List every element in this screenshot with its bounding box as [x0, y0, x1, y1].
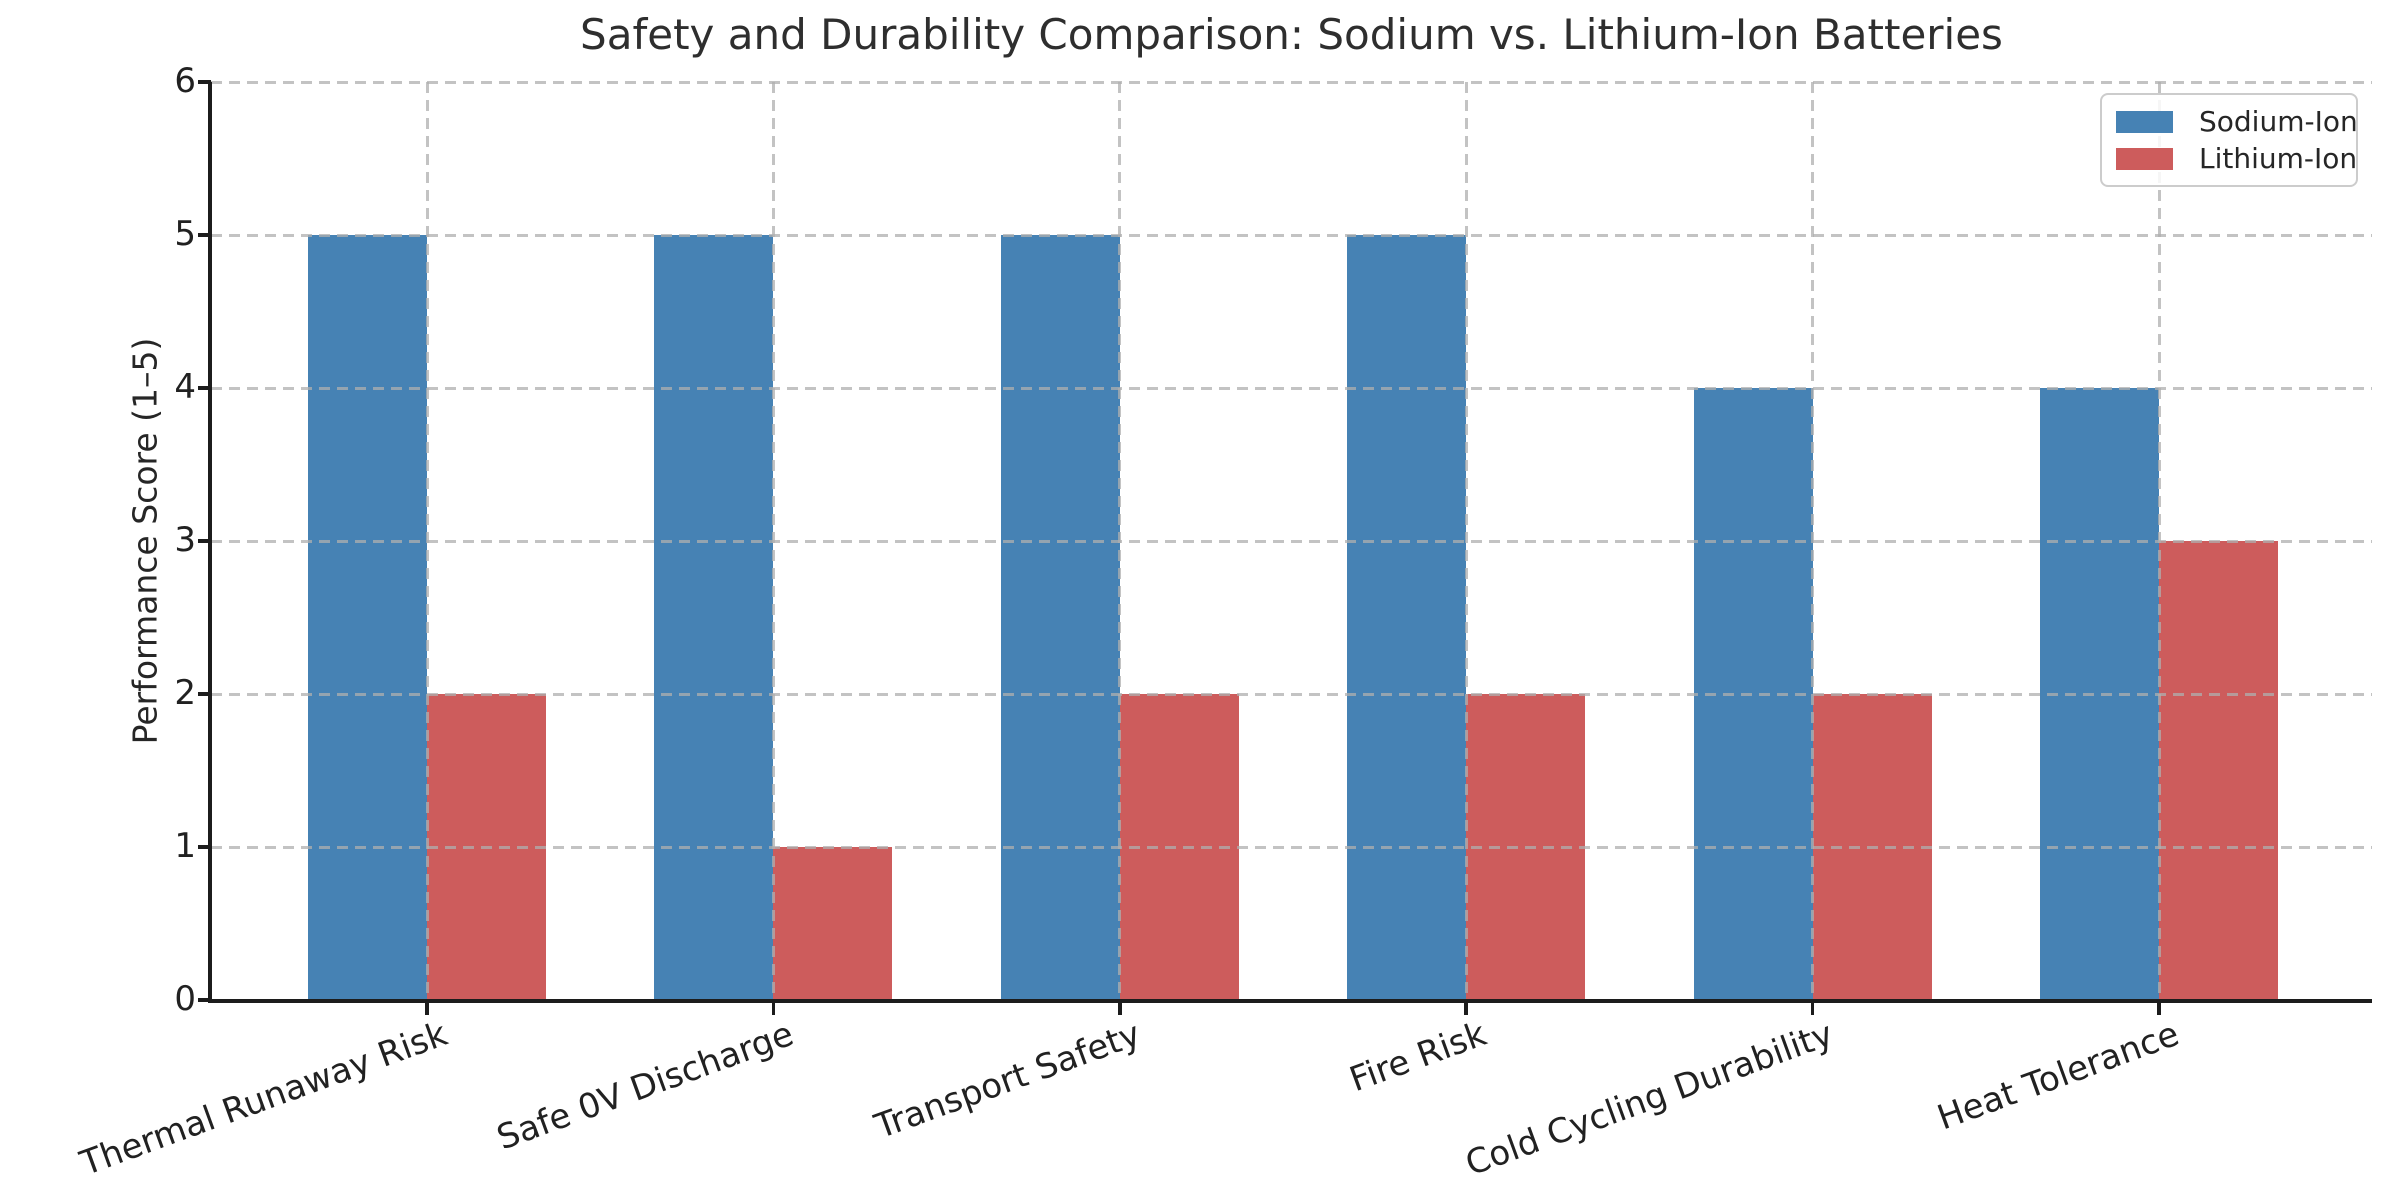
plot-area: [208, 80, 2372, 1003]
bar-lithium-ion-transport-safety: [1119, 694, 1239, 1000]
y-tick-mark-3: [198, 539, 211, 543]
x-tick-mark-thermal-runaway-risk: [425, 1002, 429, 1015]
y-tick-label-2: 2: [174, 673, 196, 713]
x-tick-label-cold-cycling-durability: Cold Cycling Durability: [1460, 1014, 1839, 1185]
y-tick-label-0: 0: [174, 979, 196, 1019]
x-tick-label-fire-risk: Fire Risk: [1344, 1014, 1492, 1101]
y-axis-spine: [208, 82, 212, 1003]
x-tick-label-safe-0v-discharge: Safe 0V Discharge: [492, 1014, 800, 1159]
bar-lithium-ion-heat-tolerance: [2159, 541, 2278, 1000]
y-tick-label-4: 4: [174, 367, 196, 407]
bar-sodium-ion-fire-risk: [1347, 235, 1467, 1000]
x-tick-mark-safe-0v-discharge: [771, 1002, 776, 1015]
y-tick-label-3: 3: [174, 520, 196, 560]
bar-lithium-ion-thermal-runaway-risk: [427, 694, 546, 1000]
y-tick-mark-4: [198, 386, 211, 390]
legend-row-lithium-ion: Lithium-Ion: [2116, 142, 2357, 175]
chart-title: Safety and Durability Comparison: Sodium…: [580, 10, 2003, 59]
y-tick-mark-0: [198, 998, 211, 1002]
bars-layer: [211, 82, 2372, 1000]
y-tick-mark-5: [198, 233, 211, 237]
legend-label-sodium-ion: Sodium-Ion: [2199, 105, 2358, 138]
bar-sodium-ion-transport-safety: [1000, 235, 1120, 1000]
legend: Sodium-Ion Lithium-Ion: [2100, 93, 2358, 187]
x-tick-label-transport-safety: Transport Safety: [869, 1014, 1146, 1148]
x-tick-mark-transport-safety: [1118, 1002, 1122, 1015]
x-tick-mark-heat-tolerance: [2157, 1002, 2161, 1015]
legend-row-sodium-ion: Sodium-Ion: [2116, 105, 2358, 138]
x-tick-label-heat-tolerance: Heat Tolerance: [1932, 1014, 2185, 1139]
bar-lithium-ion-safe-0v-discharge: [773, 847, 893, 1000]
bar-sodium-ion-thermal-runaway-risk: [308, 235, 427, 1000]
bar-lithium-ion-cold-cycling-durability: [1812, 694, 1932, 1000]
bar-sodium-ion-heat-tolerance: [2040, 388, 2159, 1000]
x-tick-mark-fire-risk: [1464, 1002, 1468, 1015]
legend-swatch-sodium-ion: [2116, 110, 2173, 133]
y-tick-mark-1: [198, 845, 211, 849]
y-tick-label-6: 6: [174, 61, 196, 101]
bar-sodium-ion-cold-cycling-durability: [1693, 388, 1813, 1000]
x-tick-mark-cold-cycling-durability: [1810, 1002, 1815, 1015]
y-tick-label-1: 1: [174, 826, 196, 866]
y-tick-mark-2: [198, 692, 211, 696]
legend-label-lithium-ion: Lithium-Ion: [2199, 142, 2358, 175]
y-tick-label-5: 5: [174, 214, 196, 254]
x-axis-spine: [208, 999, 2372, 1003]
y-tick-mark-6: [198, 80, 211, 84]
bar-sodium-ion-safe-0v-discharge: [654, 235, 774, 1000]
bar-lithium-ion-fire-risk: [1466, 694, 1586, 1000]
legend-swatch-lithium-ion: [2116, 147, 2173, 170]
x-tick-label-thermal-runaway-risk: Thermal Runaway Risk: [75, 1014, 453, 1184]
